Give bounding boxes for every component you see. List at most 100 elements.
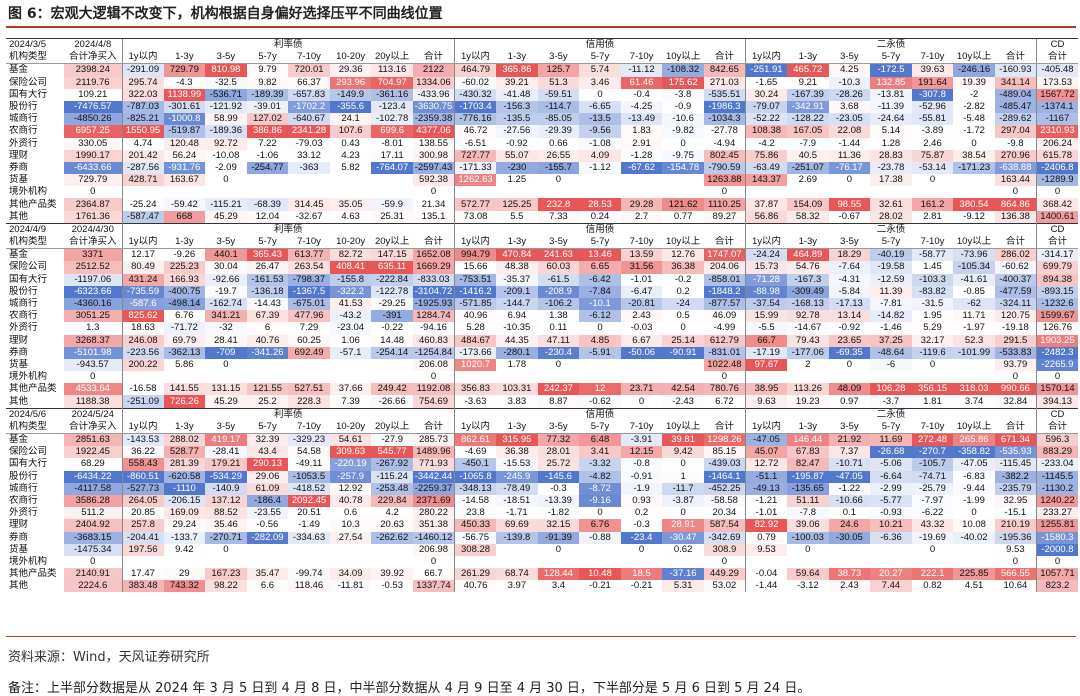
value-cell bbox=[454, 555, 497, 569]
value-cell: 2364.87 bbox=[64, 198, 122, 211]
value-cell: -10.08 bbox=[212, 149, 240, 161]
sub-header: 5-7y bbox=[246, 236, 289, 250]
data-row: 货基 -943.57 200.22 5.86 0 206.08 1020.7 1.78 0 102… bbox=[6, 358, 1078, 372]
value-cell: -223.56 bbox=[121, 346, 164, 359]
value-cell: -136.18 bbox=[246, 285, 289, 298]
value-cell: 726.26 bbox=[163, 395, 206, 409]
value-cell: 33.12 bbox=[297, 149, 321, 161]
value-cell: 67.83 bbox=[787, 446, 829, 459]
value-cell: 7.37 bbox=[828, 446, 871, 459]
value-cell: 43.4 bbox=[246, 446, 289, 459]
value-cell: -23.78 bbox=[870, 161, 912, 175]
value-cell: 0.43 bbox=[341, 137, 360, 149]
row-label: 境外机构 bbox=[9, 186, 48, 198]
value-cell: 0.11 bbox=[549, 322, 568, 334]
value-cell: -1.71 bbox=[506, 507, 528, 519]
value-cell: -485.47 bbox=[994, 100, 1037, 114]
value-cell: 0 bbox=[223, 174, 229, 186]
value-cell: -11.39 bbox=[870, 100, 912, 114]
value-cell: -24.24 bbox=[744, 248, 788, 262]
value-cell: 197.56 bbox=[121, 543, 164, 556]
value-cell: 0 bbox=[1035, 186, 1078, 199]
value-cell: -91.39 bbox=[537, 531, 580, 544]
value-cell: -790.59 bbox=[703, 161, 746, 175]
value-cell: -17.13 bbox=[828, 297, 871, 311]
value-cell: -7.84 bbox=[579, 285, 621, 298]
value-cell: 13.14 bbox=[828, 310, 871, 323]
value-cell: -61.5 bbox=[537, 273, 580, 286]
value-cell: -9.44 bbox=[953, 483, 995, 495]
value-cell: -9.12 bbox=[963, 210, 985, 222]
value-cell: 288.02 bbox=[163, 433, 206, 447]
value-cell: 9.82 bbox=[247, 77, 289, 89]
value-cell: -6434.22 bbox=[64, 470, 122, 483]
value-cell: -8.01 bbox=[381, 137, 403, 149]
value-cell: -71.28 bbox=[744, 273, 788, 286]
value-cell: -105.34 bbox=[953, 261, 995, 274]
group-header: 信用债 bbox=[454, 407, 746, 421]
value-cell: 19.39 bbox=[953, 76, 995, 89]
value-cell: -7.97 bbox=[912, 495, 954, 507]
value-cell: 2.43 bbox=[620, 310, 663, 323]
value-cell: 128.44 bbox=[537, 568, 580, 581]
value-cell bbox=[744, 555, 788, 569]
value-cell: -8.72 bbox=[579, 482, 621, 495]
value-cell: -23.04 bbox=[329, 322, 372, 335]
value-cell: -7476.57 bbox=[64, 100, 122, 114]
value-cell: -391 bbox=[371, 310, 413, 323]
row-label: 城商行 bbox=[9, 298, 38, 310]
value-cell: -1130.2 bbox=[1035, 482, 1078, 495]
value-cell bbox=[953, 186, 995, 198]
value-cell bbox=[870, 544, 912, 556]
value-cell: 431.24 bbox=[121, 273, 164, 286]
value-cell: 1337.74 bbox=[412, 580, 455, 593]
value-cell: -6323.66 bbox=[64, 285, 122, 298]
value-cell: 5.31 bbox=[662, 580, 704, 593]
value-cell: -329.23 bbox=[288, 433, 330, 447]
value-cell: 18.5 bbox=[620, 568, 663, 581]
sub-header: 合计 bbox=[1035, 236, 1078, 250]
value-cell: 6.94 bbox=[507, 310, 527, 322]
sub-header: 1y以内 bbox=[744, 236, 788, 250]
value-cell: -123.4 bbox=[371, 100, 413, 114]
value-cell: -3.12 bbox=[796, 580, 819, 592]
value-cell: -7.9 bbox=[799, 137, 816, 149]
value-cell: 587.54 bbox=[703, 519, 746, 532]
value-cell: -0.91 bbox=[621, 471, 663, 483]
value-cell bbox=[662, 174, 704, 186]
data-row: 理财 2404.92 257.8 29.24 35.46 -0.56 -1.49 10.3 20… bbox=[6, 519, 1078, 532]
value-cell: -230 bbox=[496, 161, 538, 175]
value-cell: 40.96 bbox=[454, 310, 497, 323]
value-cell: -709 bbox=[205, 346, 247, 359]
value-cell: 137.12 bbox=[205, 494, 247, 508]
value-cell: -0.2 bbox=[674, 273, 692, 285]
value-cell: -363 bbox=[288, 161, 330, 175]
group-header-row: 2024/4/9 2024/4/30 利率债 信用债 二永债 CD bbox=[6, 222, 1078, 236]
value-cell: -6.12 bbox=[579, 310, 621, 323]
value-cell: 163.67 bbox=[163, 174, 206, 187]
value-cell: -287.56 bbox=[121, 161, 164, 175]
value-cell: 356.83 bbox=[454, 383, 497, 396]
value-cell bbox=[247, 371, 289, 383]
value-cell bbox=[870, 556, 912, 568]
value-cell: -640.67 bbox=[288, 113, 330, 126]
sub-header: 1y以内 bbox=[121, 51, 164, 65]
value-cell bbox=[744, 186, 788, 199]
value-cell: -10.3 bbox=[828, 76, 871, 89]
value-cell: -2359.38 bbox=[412, 113, 455, 126]
sub-header: 合计 bbox=[703, 51, 746, 65]
value-cell: 7.29 bbox=[299, 322, 319, 334]
value-cell: 1489.96 bbox=[412, 446, 455, 459]
value-cell: 271.03 bbox=[703, 76, 746, 89]
value-cell: -6433.66 bbox=[64, 161, 122, 175]
value-cell: -2.43 bbox=[662, 395, 704, 408]
value-cell: 15.66 bbox=[454, 261, 497, 274]
sub-header: 7-10y bbox=[911, 51, 954, 65]
value-cell: 166.93 bbox=[163, 273, 206, 286]
value-cell: -1.46 bbox=[880, 322, 902, 334]
value-cell: 40.76 bbox=[246, 334, 289, 347]
value-cell bbox=[330, 174, 372, 186]
data-row: 股份行 -6323.66 -735.59 -400.75 -19.7 -136.18 -13… bbox=[6, 285, 1078, 298]
value-cell: -6.42 bbox=[579, 273, 621, 286]
value-cell: -1.44 bbox=[838, 137, 861, 149]
